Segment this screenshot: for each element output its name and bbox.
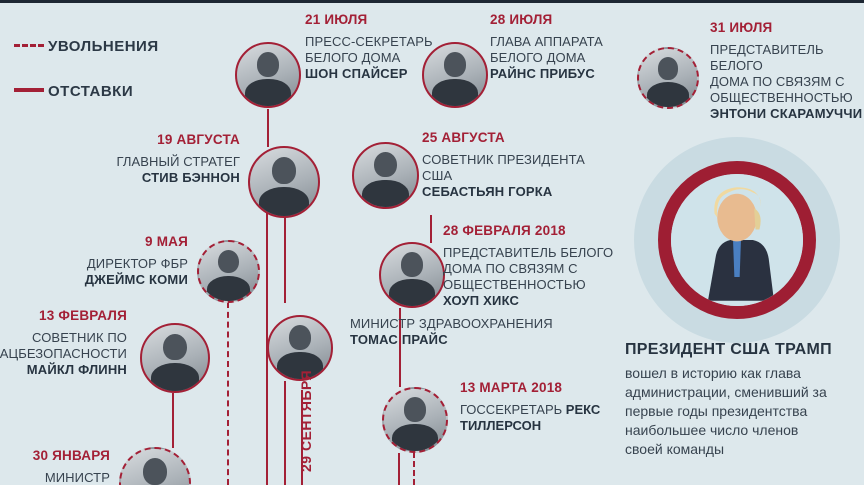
entry-flynn: 13 ФЕВРАЛЯ СОВЕТНИК ПО НАЦБЕЗОПАСНОСТИ М… bbox=[0, 308, 127, 378]
entry-name: РАЙНС ПРИБУС bbox=[490, 66, 595, 81]
fired-line-icon bbox=[14, 44, 44, 47]
photo-thomas-price bbox=[267, 315, 333, 381]
photo-rex-tillerson bbox=[382, 387, 448, 453]
photo-reince-priebus bbox=[422, 42, 488, 108]
entry-bannon: 19 АВГУСТА ГЛАВНЫЙ СТРАТЕГ СТИВ БЭННОН bbox=[50, 132, 240, 186]
connector-line bbox=[172, 393, 174, 448]
entry-role: ПРЕСС-СЕКРЕТАРЬ БЕЛОГО ДОМА bbox=[305, 34, 433, 65]
entry-name: ДЖЕЙМС КОМИ bbox=[84, 272, 188, 287]
entry-role: ПРЕДСТАВИТЕЛЬ БЕЛОГО ДОМА ПО СВЯЗЯМ С ОБ… bbox=[443, 245, 614, 292]
entry-comey: 9 МАЯ ДИРЕКТОР ФБР ДЖЕЙМС КОМИ bbox=[18, 234, 188, 288]
photo-anthony-scaramucci bbox=[637, 47, 699, 109]
entry-priebus: 28 ИЮЛЯ ГЛАВА АППАРАТА БЕЛОГО ДОМА РАЙНС… bbox=[490, 12, 630, 82]
entry-date: 19 АВГУСТА bbox=[157, 132, 240, 147]
entry-name: МАЙКЛ ФЛИНН bbox=[26, 362, 127, 377]
entry-role: ГЛАВА АППАРАТА БЕЛОГО ДОМА bbox=[490, 34, 603, 65]
connector-line bbox=[399, 308, 401, 387]
trump-description: вошел в историю как глава администрации,… bbox=[625, 365, 827, 457]
photo-michael-flynn bbox=[140, 323, 210, 393]
entry-date: 13 ФЕВРАЛЯ bbox=[39, 308, 127, 323]
photo-sean-spicer bbox=[235, 42, 301, 108]
photo-steve-bannon bbox=[248, 146, 320, 218]
entry-role: МИНИСТР ЗДРАВООХРАНЕНИЯ bbox=[350, 316, 553, 331]
entry-role: ГЛАВНЫЙ СТРАТЕГ bbox=[116, 154, 240, 169]
connector-line bbox=[430, 215, 432, 243]
entry-name: ШОН СПАЙСЕР bbox=[305, 66, 408, 81]
entry-cutoff-minister: 30 ЯНВАРЯ МИНИСТР bbox=[0, 448, 110, 485]
resigned-line-icon bbox=[14, 88, 44, 92]
photo-hope-hicks bbox=[379, 242, 445, 308]
entry-spicer: 21 ИЮЛЯ ПРЕСС-СЕКРЕТАРЬ БЕЛОГО ДОМА ШОН … bbox=[305, 12, 445, 82]
entry-date: 31 ИЮЛЯ bbox=[710, 20, 773, 35]
connector-line bbox=[398, 453, 400, 485]
entry-role: СОВЕТНИК ПРЕЗИДЕНТА США bbox=[422, 152, 585, 183]
connector-line bbox=[267, 109, 269, 147]
entry-date: 25 АВГУСТА bbox=[422, 130, 505, 145]
entry-tillerson: 13 МАРТА 2018 ГОССЕКРЕТАРЬ РЕКС ТИЛЛЕРСО… bbox=[460, 380, 640, 434]
entry-name: ТОМАС ПРАЙС bbox=[350, 332, 448, 347]
connector-line bbox=[301, 390, 303, 485]
entry-name: ХОУП ХИКС bbox=[443, 293, 520, 308]
connector-line-dashed bbox=[227, 302, 229, 485]
entry-price: МИНИСТР ЗДРАВООХРАНЕНИЯ ТОМАС ПРАЙС bbox=[350, 316, 590, 348]
entry-role: ГОССЕКРЕТАРЬ bbox=[460, 402, 563, 417]
entry-date: 13 МАРТА 2018 bbox=[460, 380, 563, 395]
entry-role: ДИРЕКТОР ФБР bbox=[86, 256, 188, 271]
entry-date: 28 ФЕВРАЛЯ 2018 bbox=[443, 223, 566, 238]
entry-name: СТИВ БЭННОН bbox=[141, 170, 240, 185]
entry-date: 9 МАЯ bbox=[145, 234, 188, 249]
entry-role: ПРЕДСТАВИТЕЛЬ БЕЛОГО ДОМА ПО СВЯЗЯМ С ОБ… bbox=[710, 42, 853, 105]
entry-gorka: 25 АВГУСТА СОВЕТНИК ПРЕЗИДЕНТА США СЕБАС… bbox=[422, 130, 592, 200]
entry-scaramucci: 31 ИЮЛЯ ПРЕДСТАВИТЕЛЬ БЕЛОГО ДОМА ПО СВЯ… bbox=[710, 20, 864, 122]
trump-title: ПРЕЗИДЕНТ США ТРАМП bbox=[625, 341, 832, 358]
photo-cutoff-minister bbox=[119, 447, 191, 485]
entry-date: 28 ИЮЛЯ bbox=[490, 12, 553, 27]
legend-resigned-label: ОТСТАВКИ bbox=[48, 83, 134, 100]
entry-role: СОВЕТНИК ПО НАЦБЕЗОПАСНОСТИ bbox=[0, 330, 127, 361]
trump-photo-halo bbox=[634, 137, 840, 343]
entry-price-date-vertical: 29 СЕНТЯБРЯ bbox=[298, 369, 314, 472]
connector-line-dashed bbox=[413, 452, 415, 485]
connector-line bbox=[284, 212, 286, 303]
entry-role: МИНИСТР bbox=[44, 470, 110, 485]
entry-date: 30 ЯНВАРЯ bbox=[32, 448, 110, 463]
top-accent-bar bbox=[0, 0, 864, 3]
entry-name: РЕКС ТИЛЛЕРСОН bbox=[460, 402, 601, 433]
connector-line bbox=[284, 381, 286, 485]
entry-hicks: 28 ФЕВРАЛЯ 2018 ПРЕДСТАВИТЕЛЬ БЕЛОГО ДОМ… bbox=[443, 223, 623, 309]
legend-fired-label: УВОЛЬНЕНИЯ bbox=[48, 38, 159, 55]
entry-date: 21 ИЮЛЯ bbox=[305, 12, 368, 27]
photo-sebastian-gorka bbox=[352, 142, 419, 209]
photo-james-comey bbox=[197, 240, 260, 303]
entry-name: ЭНТОНИ СКАРАМУЧЧИ bbox=[710, 106, 863, 121]
photo-trump bbox=[658, 161, 816, 319]
entry-name: СЕБАСТЬЯН ГОРКА bbox=[422, 184, 553, 199]
trump-portrait-graphic bbox=[671, 174, 803, 306]
